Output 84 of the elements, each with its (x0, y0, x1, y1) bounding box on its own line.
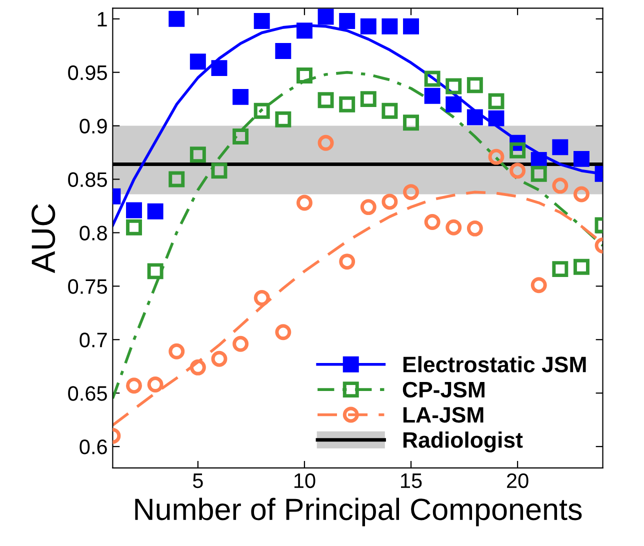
point (211, 162, 228, 179)
point (168, 171, 185, 188)
x-axis-title: Number of Principal Components (135, 498, 582, 526)
point (573, 150, 590, 167)
y-tick-label: 0.9 (80, 118, 107, 134)
point (275, 111, 292, 128)
point (510, 162, 526, 179)
point (446, 219, 462, 236)
point (318, 8, 334, 25)
point (446, 78, 462, 94)
point (530, 277, 547, 294)
legend-label: CP-JSM (402, 382, 484, 398)
point (510, 142, 526, 158)
y-tick-label: 1 (98, 12, 107, 26)
legend-label: Radiologist (403, 432, 523, 452)
x-tick-label: 20 (507, 473, 528, 488)
point (168, 343, 185, 360)
point (573, 258, 590, 275)
point (211, 350, 228, 367)
point (147, 203, 164, 220)
legend-label: Electrostatic JSM (403, 356, 586, 372)
point (296, 194, 312, 211)
point (339, 96, 356, 112)
point (318, 134, 334, 151)
point (211, 60, 228, 76)
y-tick-label: 0.75 (68, 279, 107, 294)
point (530, 166, 547, 182)
point (296, 22, 312, 39)
point (126, 219, 142, 236)
point (275, 324, 292, 340)
point (360, 91, 376, 108)
point (382, 102, 398, 119)
y-tick-label: 0.85 (68, 172, 107, 188)
point (424, 70, 440, 87)
point (360, 199, 376, 216)
point (466, 77, 483, 94)
point (360, 18, 376, 34)
point (424, 214, 440, 230)
point (318, 92, 334, 108)
point (552, 178, 568, 194)
point (382, 18, 398, 34)
y-tick-label: 0.65 (68, 386, 107, 401)
point (275, 42, 292, 59)
point (190, 54, 206, 70)
point (147, 263, 164, 280)
y-tick-label: 0.8 (80, 226, 107, 240)
point (466, 220, 483, 236)
point (232, 88, 249, 105)
point (254, 290, 270, 306)
point (552, 261, 568, 278)
point (424, 88, 440, 104)
point (573, 186, 590, 202)
y-axis-title: AUC (32, 204, 56, 274)
x-tick-label: 15 (401, 474, 422, 488)
point (147, 376, 164, 393)
y-tick-label: 0.95 (68, 65, 107, 80)
point (190, 146, 206, 163)
legend-label: LA-JSM (403, 406, 484, 423)
point (488, 110, 504, 126)
point (126, 378, 142, 394)
point (254, 13, 270, 30)
point (446, 96, 462, 112)
point (403, 184, 419, 200)
point (232, 128, 249, 144)
y-tick-label: 0.6 (80, 440, 107, 454)
point (168, 10, 185, 27)
point (339, 13, 356, 30)
point (488, 93, 504, 110)
point (382, 194, 398, 210)
point (530, 152, 547, 168)
point (403, 114, 419, 131)
point (296, 68, 312, 84)
x-tick-label: 5 (192, 474, 203, 488)
x-tick-label: 10 (294, 473, 316, 488)
point (339, 254, 356, 270)
point (403, 18, 419, 34)
point (254, 102, 270, 119)
point (126, 202, 142, 218)
y-tick-label: 0.7 (80, 332, 107, 348)
point (232, 336, 249, 352)
point (552, 139, 568, 156)
point (488, 148, 504, 165)
point (190, 359, 206, 376)
point (466, 109, 483, 126)
